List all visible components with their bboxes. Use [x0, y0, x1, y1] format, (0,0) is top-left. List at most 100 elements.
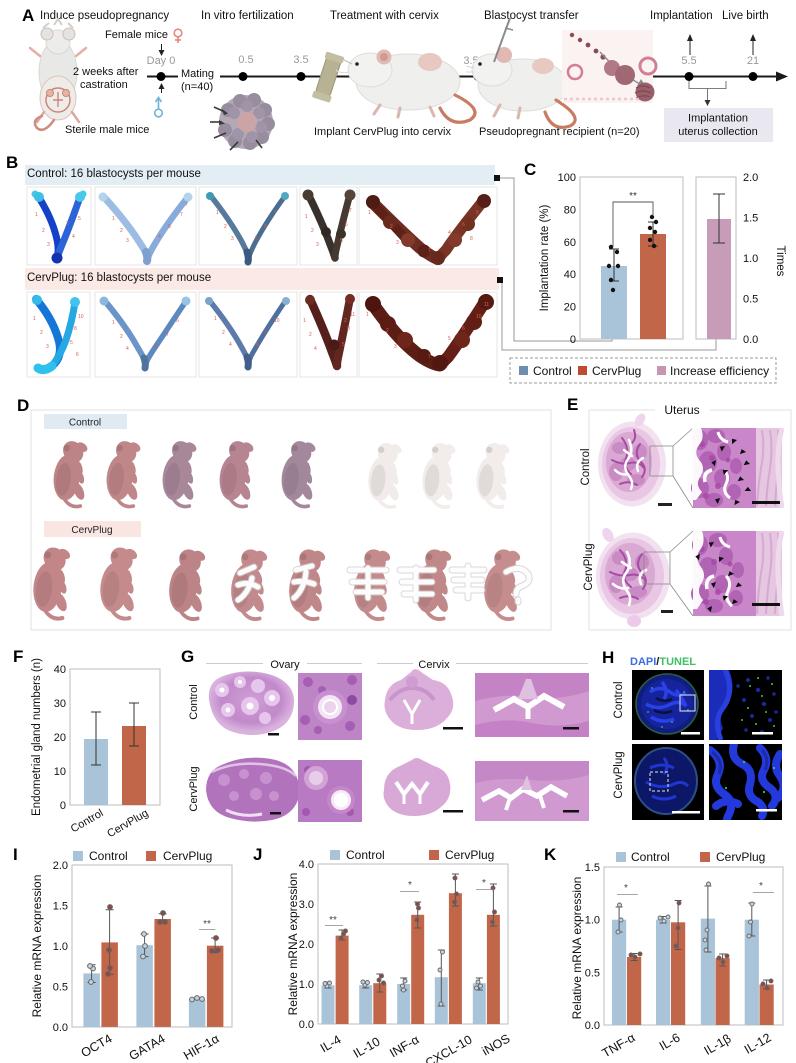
svg-text:DAPI/TUNEL: DAPI/TUNEL — [630, 656, 696, 668]
svg-text:0.5: 0.5 — [585, 967, 600, 979]
svg-text:uterus collection: uterus collection — [678, 126, 758, 138]
svg-text:2: 2 — [40, 330, 43, 336]
svg-text:1.5: 1.5 — [585, 862, 600, 874]
svg-text:2: 2 — [386, 328, 389, 334]
svg-text:1: 1 — [112, 216, 115, 222]
svg-text:CervPlug: CervPlug — [445, 848, 494, 862]
svg-text:20: 20 — [54, 732, 66, 744]
svg-text:7: 7 — [264, 330, 267, 336]
svg-text:2.0: 2.0 — [53, 860, 68, 872]
svg-text:10: 10 — [78, 314, 84, 320]
svg-text:6: 6 — [462, 326, 465, 332]
svg-text:3: 3 — [316, 242, 319, 248]
svg-text:Control: Control — [580, 448, 592, 485]
svg-text:iNOS: iNOS — [480, 1031, 513, 1058]
svg-text:5: 5 — [255, 236, 258, 242]
svg-text:0.5: 0.5 — [238, 54, 253, 66]
svg-text:7: 7 — [428, 354, 431, 360]
svg-text:3: 3 — [394, 344, 397, 350]
svg-text:8: 8 — [347, 326, 350, 332]
svg-text:100: 100 — [558, 172, 576, 184]
svg-text:30: 30 — [54, 698, 66, 710]
svg-text:5: 5 — [70, 340, 73, 346]
svg-text:Cervix: Cervix — [418, 659, 450, 671]
svg-text:7: 7 — [349, 208, 352, 214]
svg-text:5: 5 — [476, 210, 479, 216]
svg-text:1: 1 — [216, 210, 219, 216]
svg-text:5: 5 — [155, 344, 158, 350]
svg-text:1: 1 — [33, 316, 36, 322]
svg-text:IL-12: IL-12 — [742, 1030, 774, 1056]
svg-text:Control: Control — [346, 848, 385, 862]
svg-text:5: 5 — [342, 342, 345, 348]
svg-text:IL-4: IL-4 — [318, 1032, 344, 1055]
svg-text:7: 7 — [180, 212, 183, 218]
svg-text:1.0: 1.0 — [299, 979, 314, 991]
svg-text:Uterus: Uterus — [664, 403, 699, 417]
svg-text:2: 2 — [222, 330, 225, 336]
svg-text:INF-α: INF-α — [387, 1032, 421, 1060]
svg-text:CervPlug: CervPlug — [592, 364, 641, 378]
svg-text:4.0: 4.0 — [299, 859, 314, 871]
svg-text:8: 8 — [470, 236, 473, 242]
svg-text:5.5: 5.5 — [681, 55, 696, 67]
svg-text:Implantation rate (%): Implantation rate (%) — [539, 204, 551, 311]
svg-text:IL-1β: IL-1β — [702, 1031, 734, 1057]
svg-text:10: 10 — [476, 314, 482, 320]
svg-text:1: 1 — [214, 316, 217, 322]
svg-text:1.0: 1.0 — [53, 941, 68, 953]
svg-text:1: 1 — [368, 210, 371, 216]
svg-text:4: 4 — [72, 234, 75, 240]
svg-text:8: 8 — [74, 326, 77, 332]
svg-text:*: * — [624, 883, 628, 894]
svg-text:**: ** — [329, 915, 337, 926]
svg-text:6: 6 — [176, 318, 179, 324]
svg-text:**: ** — [629, 191, 637, 202]
svg-text:Control: Control — [69, 418, 101, 429]
svg-text:3: 3 — [126, 238, 129, 244]
svg-text:CervPlug: CervPlug — [71, 525, 112, 536]
svg-text:1: 1 — [35, 212, 38, 218]
svg-text:0.0: 0.0 — [299, 1019, 314, 1031]
svg-text:Times: Times — [774, 246, 786, 277]
svg-text:Control: Control — [613, 681, 625, 718]
svg-text:2: 2 — [344, 318, 347, 324]
svg-text:0.5: 0.5 — [743, 294, 758, 306]
svg-text:2.0: 2.0 — [299, 939, 314, 951]
svg-text:Control: Control — [631, 850, 670, 864]
svg-text:6: 6 — [345, 222, 348, 228]
svg-text:5: 5 — [448, 336, 451, 342]
svg-text:4: 4 — [448, 230, 451, 236]
svg-text:0.0: 0.0 — [743, 334, 758, 346]
svg-text:3: 3 — [66, 221, 69, 227]
svg-text:Control: Control — [533, 364, 572, 378]
svg-text:6: 6 — [76, 352, 79, 358]
svg-text:Control: Control — [89, 849, 128, 863]
svg-text:*: * — [408, 880, 412, 891]
svg-text:Control: Control — [188, 684, 200, 719]
svg-text:40: 40 — [564, 269, 576, 281]
svg-text:60: 60 — [564, 237, 576, 249]
svg-text:21: 21 — [747, 55, 759, 67]
svg-text:3: 3 — [231, 236, 234, 242]
svg-text:3: 3 — [46, 344, 49, 350]
svg-text:7: 7 — [166, 332, 169, 338]
svg-text:6: 6 — [264, 224, 267, 230]
svg-text:2: 2 — [390, 224, 393, 230]
svg-text:CervPlug: CervPlug — [188, 766, 200, 811]
svg-text:Day 0: Day 0 — [147, 55, 176, 67]
svg-text:CervPlug: CervPlug — [583, 543, 595, 590]
svg-text:5: 5 — [168, 224, 171, 230]
svg-text:CervPlug: CervPlug — [613, 751, 625, 798]
svg-text:*: * — [759, 881, 763, 892]
svg-text:**: ** — [203, 919, 211, 930]
svg-text:7: 7 — [185, 202, 188, 208]
svg-text:4: 4 — [126, 346, 129, 352]
svg-text:11: 11 — [484, 302, 489, 308]
svg-text:OCT4: OCT4 — [79, 1031, 115, 1060]
svg-text:3: 3 — [396, 240, 399, 246]
svg-text:6: 6 — [256, 342, 259, 348]
svg-text:0.0: 0.0 — [53, 1022, 68, 1034]
svg-text:80: 80 — [564, 204, 576, 216]
svg-text:Relative mRNA expression: Relative mRNA expression — [30, 875, 44, 1018]
